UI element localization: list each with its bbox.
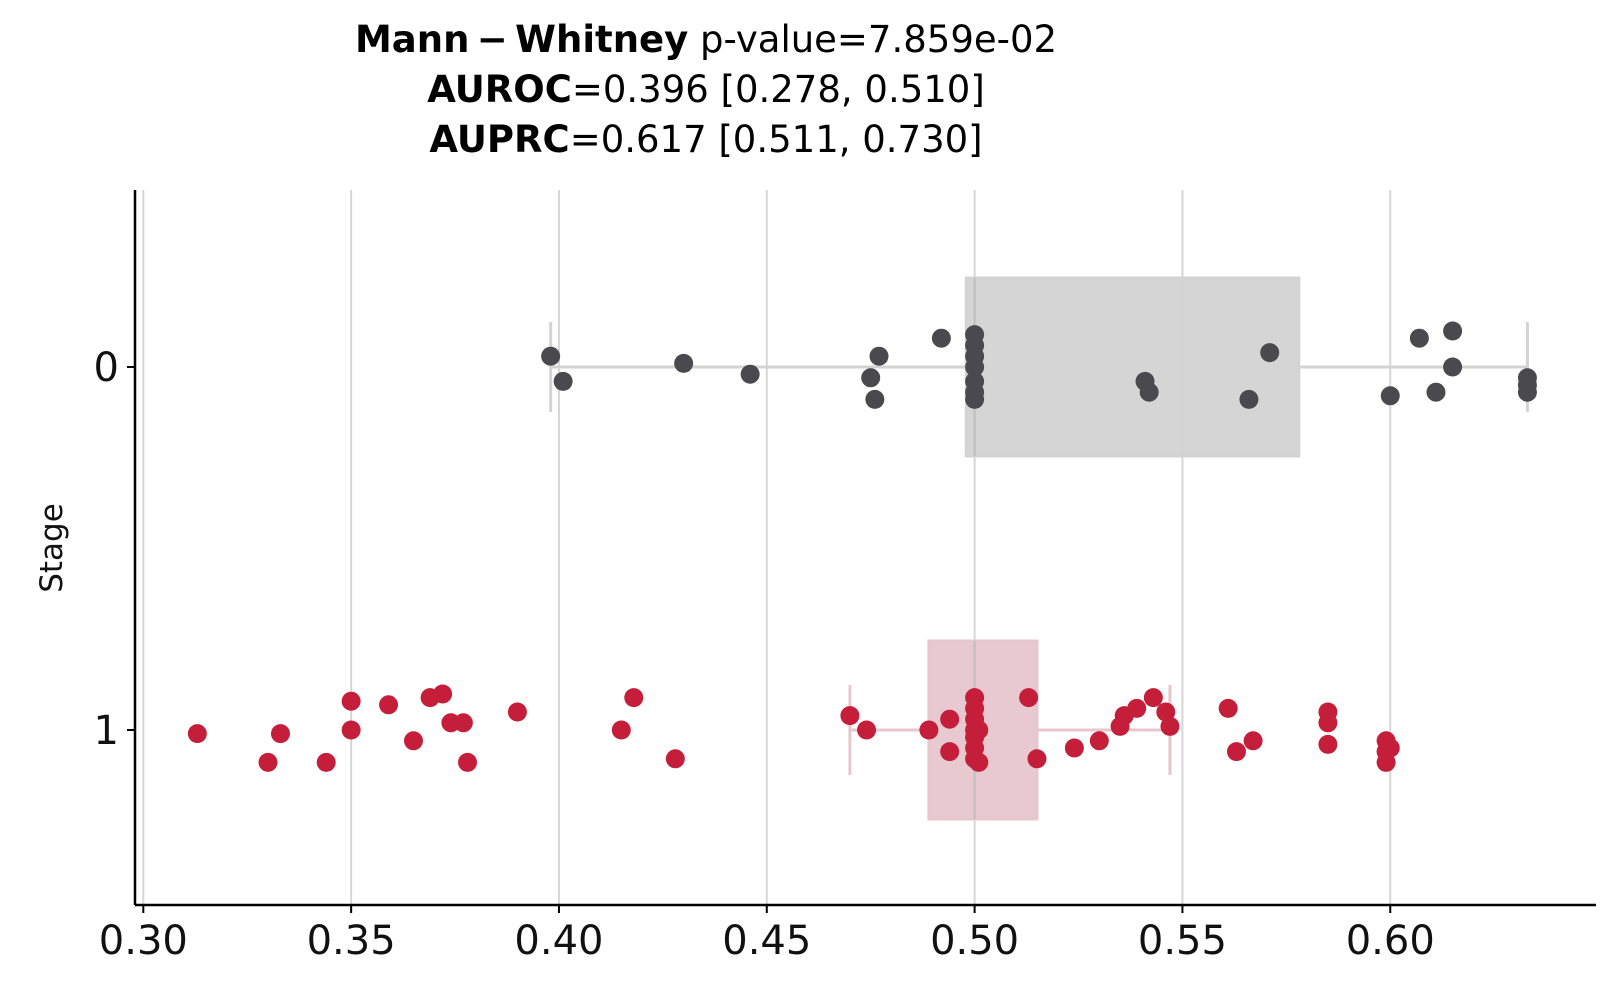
data-point — [1160, 716, 1180, 736]
data-point — [940, 742, 960, 762]
title-test-name: Mann − Whitney — [355, 18, 688, 61]
data-point — [1019, 688, 1039, 708]
data-point — [1443, 321, 1463, 341]
data-point — [1318, 713, 1338, 733]
title-line-auprc: AUPRC=0.617 [0.511, 0.730] — [429, 118, 982, 161]
data-point — [553, 371, 573, 391]
data-point — [674, 353, 694, 373]
points-stage-0 — [541, 321, 1537, 409]
title-auprc-label: AUPRC — [429, 118, 569, 161]
data-point — [1517, 382, 1537, 402]
data-point — [840, 706, 860, 726]
title-auroc-value: =0.396 [0.278, 0.510] — [572, 68, 985, 111]
points-stage-1 — [187, 684, 1400, 772]
data-point — [458, 752, 478, 772]
title-line-auroc: AUROC=0.396 [0.278, 0.510] — [427, 68, 985, 111]
iqr-box — [964, 276, 1301, 458]
data-point — [1443, 357, 1463, 377]
x-tick-label: 0.50 — [930, 918, 1019, 964]
data-point — [965, 389, 985, 409]
data-point — [1426, 382, 1446, 402]
data-point — [611, 720, 631, 740]
data-point — [969, 720, 989, 740]
x-tick-label: 0.55 — [1138, 918, 1227, 964]
y-tick-label: 1 — [94, 708, 119, 754]
y-axis-label: Stage — [34, 503, 70, 593]
data-point — [433, 684, 453, 704]
data-point — [1260, 343, 1280, 363]
data-point — [665, 749, 685, 769]
data-point — [507, 702, 527, 722]
data-point — [187, 724, 207, 744]
data-point — [270, 724, 290, 744]
data-point — [541, 346, 561, 366]
data-point — [965, 357, 985, 377]
chart-title: Mann − Whitney p-value=7.859e-02 AUROC=0… — [355, 18, 1057, 161]
data-point — [1218, 698, 1238, 718]
title-auprc-value: =0.617 [0.511, 0.730] — [570, 118, 983, 161]
data-point — [1239, 389, 1259, 409]
data-point — [1139, 382, 1159, 402]
x-tick-label: 0.45 — [722, 918, 811, 964]
data-point — [1380, 738, 1400, 758]
data-point — [861, 368, 881, 388]
data-point — [1226, 742, 1246, 762]
data-point — [919, 720, 939, 740]
box-stage-0 — [549, 276, 1529, 458]
data-point — [453, 713, 473, 733]
data-point — [1380, 386, 1400, 406]
data-point — [1143, 688, 1163, 708]
x-tick-label: 0.35 — [307, 918, 396, 964]
x-axis-ticks: 0.30 0.35 0.40 0.45 0.50 0.55 0.60 — [99, 905, 1435, 964]
data-point — [341, 691, 361, 711]
data-point — [940, 709, 960, 729]
data-point — [865, 389, 885, 409]
title-p-value: p-value=7.859e-02 — [688, 18, 1057, 61]
data-point — [1089, 731, 1109, 751]
data-point — [1156, 702, 1176, 722]
data-point — [403, 731, 423, 751]
data-point — [1243, 731, 1263, 751]
data-point — [379, 695, 399, 715]
data-point — [341, 720, 361, 740]
data-point — [1064, 738, 1084, 758]
title-auroc-label: AUROC — [427, 68, 572, 111]
data-point — [969, 752, 989, 772]
title-line-mann-whitney: Mann − Whitney p-value=7.859e-02 — [355, 18, 1057, 61]
data-point — [1376, 752, 1396, 772]
data-point — [1318, 734, 1338, 754]
data-point — [316, 752, 336, 772]
data-point — [1127, 698, 1147, 718]
data-point — [1027, 749, 1047, 769]
y-tick-label: 0 — [94, 345, 119, 391]
data-point — [624, 688, 644, 708]
strip-points — [187, 321, 1537, 772]
data-point — [869, 346, 889, 366]
x-tick-label: 0.30 — [99, 918, 188, 964]
data-point — [857, 720, 877, 740]
data-point — [931, 328, 951, 348]
x-tick-label: 0.60 — [1346, 918, 1435, 964]
x-tick-label: 0.40 — [514, 918, 603, 964]
data-point — [1409, 328, 1429, 348]
y-axis-ticks: 01 — [94, 345, 135, 754]
axes — [133, 190, 1596, 907]
data-point — [740, 364, 760, 384]
data-point — [258, 752, 278, 772]
